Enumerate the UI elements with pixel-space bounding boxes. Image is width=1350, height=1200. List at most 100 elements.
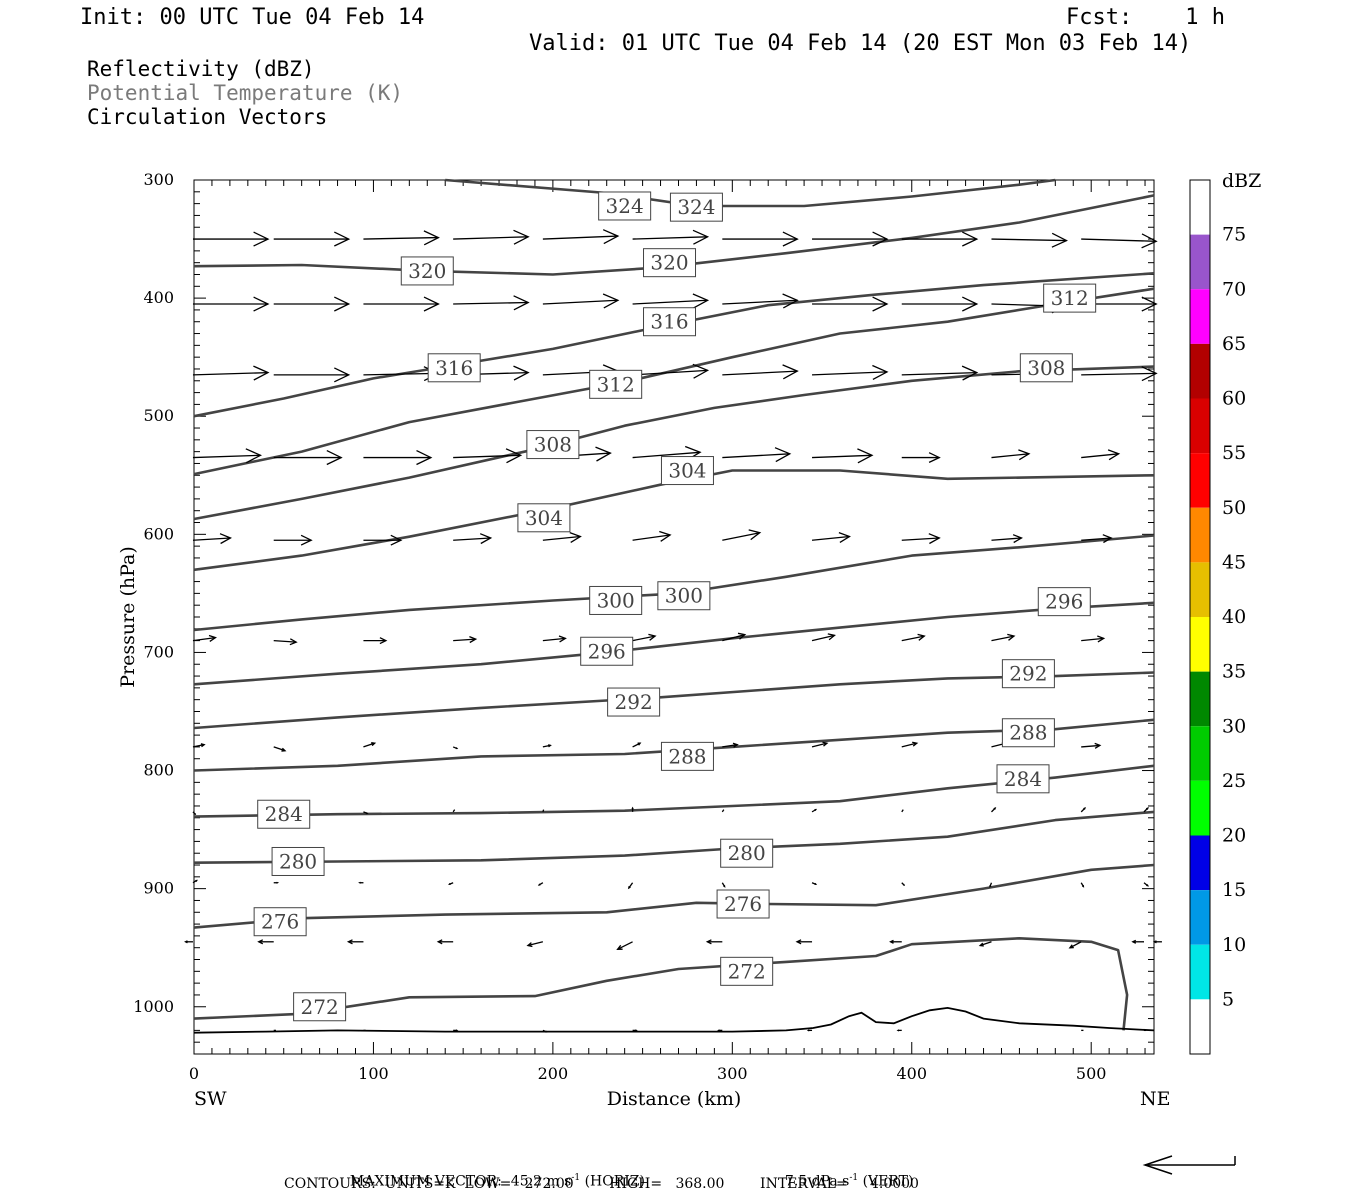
vector-head bbox=[1131, 939, 1137, 944]
vector-head bbox=[423, 230, 440, 246]
vector-head bbox=[526, 942, 533, 948]
vector-shaft bbox=[192, 371, 268, 376]
vector-head bbox=[334, 367, 351, 383]
contour-label: 292 bbox=[615, 690, 653, 714]
contour-label: 300 bbox=[665, 584, 703, 608]
contour-label-box bbox=[716, 889, 770, 919]
vector-shaft bbox=[811, 742, 828, 748]
vector-head bbox=[1081, 885, 1085, 888]
vector-head bbox=[390, 534, 403, 546]
y-tick-label: 900 bbox=[143, 879, 174, 898]
vector-head bbox=[195, 879, 198, 882]
vector-shaft bbox=[542, 637, 566, 642]
contour-label-box bbox=[660, 456, 714, 486]
vector-head bbox=[257, 939, 264, 945]
vector-head bbox=[1051, 232, 1068, 248]
vector-shaft bbox=[812, 454, 873, 459]
vector-shaft bbox=[1081, 372, 1157, 376]
vector-head bbox=[1141, 233, 1158, 249]
legend-reflectivity: Reflectivity (dBZ) bbox=[87, 57, 315, 81]
contour-label-box bbox=[580, 636, 634, 666]
contour-label-box bbox=[253, 907, 307, 937]
colorbar-tick-label: 25 bbox=[1222, 770, 1246, 792]
vector-shaft bbox=[1081, 238, 1157, 242]
horiz-unit: (HORIZ) bbox=[580, 1173, 645, 1190]
colorbar-swatch bbox=[1190, 780, 1210, 836]
vector-head bbox=[253, 231, 270, 247]
vector-shaft bbox=[901, 537, 940, 541]
vector-shaft bbox=[991, 238, 1067, 242]
contour-label: 312 bbox=[597, 372, 635, 396]
contour-labels: 324 324 320 320 316 316 312 312 308 308 304 304 300 3… bbox=[253, 191, 1097, 1022]
y-tick-label: 600 bbox=[143, 524, 174, 543]
vector-head bbox=[436, 939, 443, 945]
circulation-vectors bbox=[184, 229, 1162, 1033]
vector-head bbox=[814, 808, 818, 812]
contour-312 bbox=[193, 287, 1155, 476]
vector-shaft bbox=[1081, 637, 1104, 642]
vector-shaft bbox=[1081, 537, 1112, 541]
vector-head bbox=[774, 447, 792, 463]
contour-label: 296 bbox=[1045, 590, 1083, 614]
vector-shaft bbox=[901, 809, 904, 813]
x-tick-label: 300 bbox=[717, 1064, 748, 1083]
vector-shaft bbox=[363, 372, 439, 376]
vector-shaft bbox=[192, 537, 231, 541]
y-axis-label: Pressure (hPa) bbox=[117, 546, 139, 688]
vector-shaft bbox=[632, 534, 671, 541]
vector-head bbox=[558, 635, 567, 643]
vector-shaft bbox=[991, 453, 1030, 459]
contour-label: 308 bbox=[534, 433, 572, 457]
vector-head bbox=[872, 296, 889, 312]
vector-head bbox=[1141, 366, 1158, 382]
vector-head bbox=[595, 446, 612, 462]
colorbar-swatch bbox=[1190, 944, 1210, 1000]
vector-head bbox=[513, 295, 530, 311]
contour-label-box bbox=[427, 353, 481, 383]
vector-head bbox=[723, 885, 726, 888]
contour-label-box bbox=[400, 256, 454, 286]
y-tick-label: 300 bbox=[143, 170, 174, 189]
max-vector-label: MAXIMUM VECTOR: bbox=[349, 1173, 502, 1190]
contour-label-box bbox=[1037, 587, 1091, 617]
contour-label-box bbox=[607, 687, 661, 717]
colorbar-swatch bbox=[1190, 562, 1210, 617]
vector-head bbox=[993, 806, 997, 810]
vector-shaft bbox=[192, 454, 261, 459]
vector-head bbox=[659, 530, 672, 542]
contours-info: CONTOURS: UNITS=K LOW= 272.00 HIGH= 368.… bbox=[284, 1176, 919, 1192]
vector-head bbox=[194, 812, 197, 816]
vector-head bbox=[602, 293, 620, 309]
vector-head bbox=[479, 533, 493, 545]
colorbar-tick-label: 10 bbox=[1222, 934, 1246, 956]
vector-head bbox=[1141, 296, 1158, 312]
colorbar-swatch bbox=[1190, 234, 1210, 290]
contour-label-box bbox=[589, 369, 643, 399]
vector-head bbox=[200, 743, 206, 748]
vector-shaft bbox=[721, 809, 725, 813]
colorbar-swatch bbox=[1190, 289, 1210, 344]
vector-head bbox=[978, 942, 984, 947]
vert-unit: (VERT) bbox=[858, 1173, 914, 1190]
contour-label-box bbox=[1001, 659, 1055, 689]
vector-head bbox=[857, 448, 874, 464]
vector-shaft bbox=[363, 742, 375, 748]
vector-head bbox=[705, 939, 712, 945]
vector-shaft bbox=[722, 744, 738, 748]
contour-label: 276 bbox=[261, 910, 299, 934]
terrain-line bbox=[193, 1006, 1155, 1034]
vector-shaft bbox=[542, 299, 618, 305]
vector-head bbox=[505, 448, 523, 464]
contour-label-box bbox=[643, 307, 697, 337]
vector-head bbox=[537, 883, 541, 886]
vector-shaft bbox=[991, 537, 1022, 541]
forecast-hour: Fcst: 1 h bbox=[1066, 5, 1225, 30]
vector-head bbox=[334, 231, 351, 247]
horiz-superscript: -1 bbox=[571, 1173, 581, 1183]
vector-head bbox=[253, 365, 270, 381]
contour-label-box bbox=[589, 585, 643, 615]
vector-head bbox=[872, 364, 889, 380]
vector-head bbox=[1097, 635, 1106, 643]
vector-head bbox=[469, 635, 478, 644]
vector-shaft bbox=[632, 236, 708, 240]
